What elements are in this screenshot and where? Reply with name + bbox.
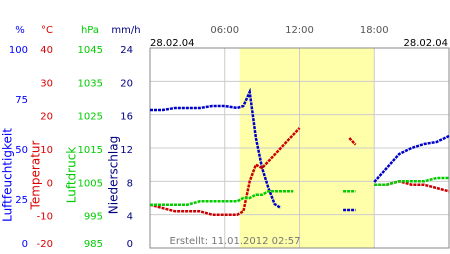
date-right: 28.02.04: [403, 38, 448, 49]
y-tick-label: 4: [127, 212, 133, 223]
y-tick-label: 20: [40, 112, 53, 123]
y-tick-label: 75: [15, 95, 28, 106]
y-tick-label: 0: [22, 239, 28, 250]
y-tick-label: -10: [37, 212, 53, 223]
axis-unit: hPa: [81, 25, 99, 36]
y-tick-label: 50: [15, 145, 28, 156]
y-tick-label: 1025: [78, 112, 103, 123]
axis-label: Luftfeuchtigkeit: [1, 128, 15, 222]
y-tick-label: 1005: [78, 178, 103, 189]
date-left: 28.02.04: [150, 38, 195, 49]
axis-unit: mm/h: [111, 25, 140, 36]
x-tick-label: 12:00: [285, 25, 314, 36]
y-tick-label: 1015: [78, 145, 103, 156]
y-tick-label: 25: [15, 195, 28, 206]
y-tick-label: 0: [127, 239, 133, 250]
axis-label: Temperatur: [29, 140, 43, 210]
y-tick-label: 8: [127, 178, 133, 189]
x-tick-label: 06:00: [210, 25, 239, 36]
series-line: [150, 87, 450, 212]
y-tick-label: 16: [120, 112, 133, 123]
y-tick-label: 24: [120, 45, 133, 56]
y-tick-label: -20: [37, 239, 53, 250]
axis-label: Luftdruck: [65, 147, 79, 204]
plot-border: [149, 47, 450, 249]
axis-label: Niederschlag: [107, 136, 121, 214]
y-tick-label: 985: [84, 239, 103, 250]
y-tick-label: 995: [84, 212, 103, 223]
series-line: [150, 176, 449, 206]
y-tick-label: 1045: [78, 45, 103, 56]
x-tick-label: 18:00: [360, 25, 389, 36]
y-tick-label: 1035: [78, 78, 103, 89]
y-tick-label: 12: [120, 145, 133, 156]
axis-unit: °C: [41, 25, 53, 36]
y-tick-label: 20: [120, 78, 133, 89]
y-tick-label: 30: [40, 78, 53, 89]
y-tick-label: 10: [40, 145, 53, 156]
footer: Erstellt: 11.01.2012 02:57: [170, 236, 301, 247]
y-tick-label: 40: [40, 45, 53, 56]
y-tick-label: 0: [47, 178, 53, 189]
y-tick-label: 100: [9, 45, 28, 56]
axis-unit: %: [15, 25, 25, 36]
